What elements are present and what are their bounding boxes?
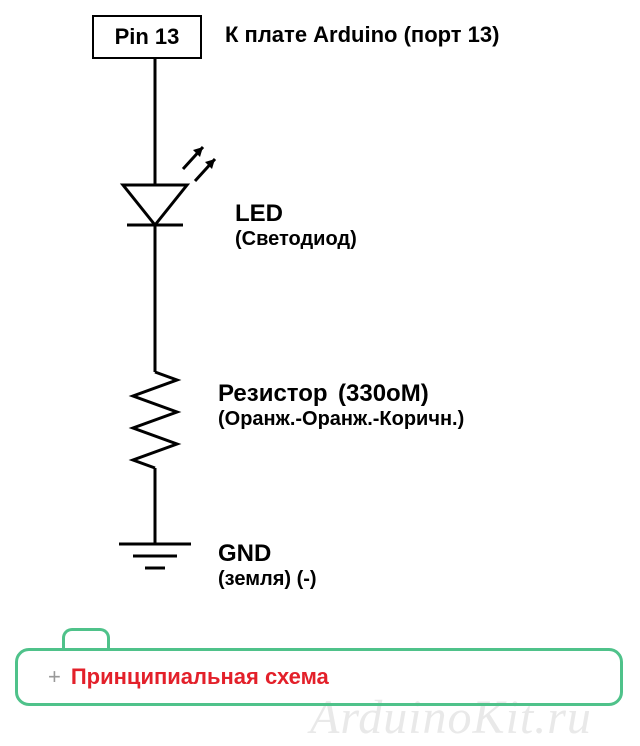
pin-box: Pin 13 [92,15,202,59]
resistor-label: Резистор (330оМ) (Оранж.-Оранж.-Коричн.) [218,380,464,431]
caption-text: Принципиальная схема [71,664,329,690]
caption-plus-icon: + [48,664,61,690]
caption-box: + Принципиальная схема [15,648,623,706]
led-title: LED [235,200,283,227]
schematic-canvas: Pin 13 К плате Arduino (порт 13) LED (Св… [0,0,640,741]
pin-label: Pin 13 [115,24,180,50]
resistor-value: (330оМ) [338,380,429,407]
ground-subtitle: (земля) (-) [218,568,317,591]
led-label: LED (Светодиод) [235,200,357,251]
resistor-subtitle: (Оранж.-Оранж.-Коричн.) [218,408,464,431]
board-title-label: К плате Arduino (порт 13) [225,22,499,48]
resistor-title: Резистор [218,380,328,407]
board-title-text: К плате Arduino (порт 13) [225,22,499,47]
ground-label: GND (земля) (-) [218,540,317,591]
led-subtitle: (Светодиод) [235,228,357,251]
ground-title: GND [218,540,271,567]
